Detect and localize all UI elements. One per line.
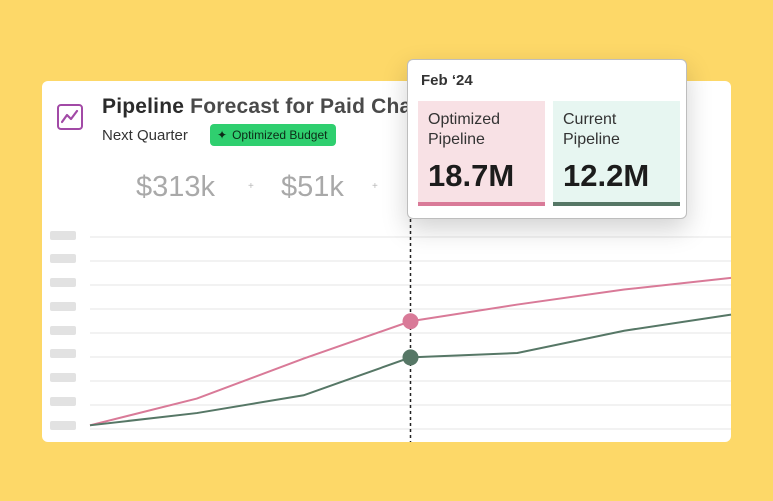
magic-wand-icon: ✦	[217, 128, 228, 142]
y-tick-placeholder	[50, 326, 76, 335]
hover-tooltip: Feb ‘24 Optimized Pipeline 18.7M Current…	[407, 59, 687, 219]
period-label: Next Quarter	[102, 127, 188, 144]
stat-value-2: $51k	[281, 171, 344, 203]
y-tick-placeholder	[50, 302, 76, 311]
y-tick-placeholder	[50, 349, 76, 358]
highlight-point-0	[402, 313, 419, 330]
title-bold: Pipeline	[102, 95, 185, 118]
plus-sign-1: +	[248, 181, 254, 192]
y-tick-placeholder	[50, 373, 76, 382]
optimized-color-bar	[418, 202, 545, 206]
plus-sign-2: +	[372, 181, 378, 192]
y-tick-placeholder	[50, 421, 76, 430]
y-tick-placeholder	[50, 231, 76, 240]
optimized-pipeline-label: Optimized Pipeline	[428, 110, 500, 150]
y-tick-placeholder	[50, 254, 76, 263]
stat-value-1: $313k	[136, 171, 216, 203]
current-pipeline-label: Current Pipeline	[563, 110, 620, 150]
optimized-label-line2: Pipeline	[428, 131, 485, 148]
current-color-bar	[553, 202, 680, 206]
page-title: Pipeline Forecast for Paid Cha	[102, 95, 411, 119]
badge-label: Optimized Budget	[232, 128, 328, 142]
optimized-label-line1: Optimized	[428, 111, 501, 128]
highlight-point-1	[402, 349, 419, 366]
current-label-line1: Current	[563, 111, 617, 128]
current-label-line2: Pipeline	[563, 131, 620, 148]
optimized-pipeline-value: 18.7M	[428, 158, 515, 193]
current-pipeline-value: 12.2M	[563, 158, 650, 193]
optimized-budget-badge[interactable]: ✦ Optimized Budget	[210, 124, 337, 146]
y-tick-placeholder	[50, 278, 76, 287]
line-chart-icon	[57, 104, 83, 130]
optimized-pipeline-box: Optimized Pipeline 18.7M	[418, 101, 545, 206]
tooltip-date: Feb ‘24	[421, 72, 473, 89]
title-rest: Forecast for Paid Cha	[190, 95, 412, 118]
current-pipeline-box: Current Pipeline 12.2M	[553, 101, 680, 206]
y-tick-placeholder	[50, 397, 76, 406]
